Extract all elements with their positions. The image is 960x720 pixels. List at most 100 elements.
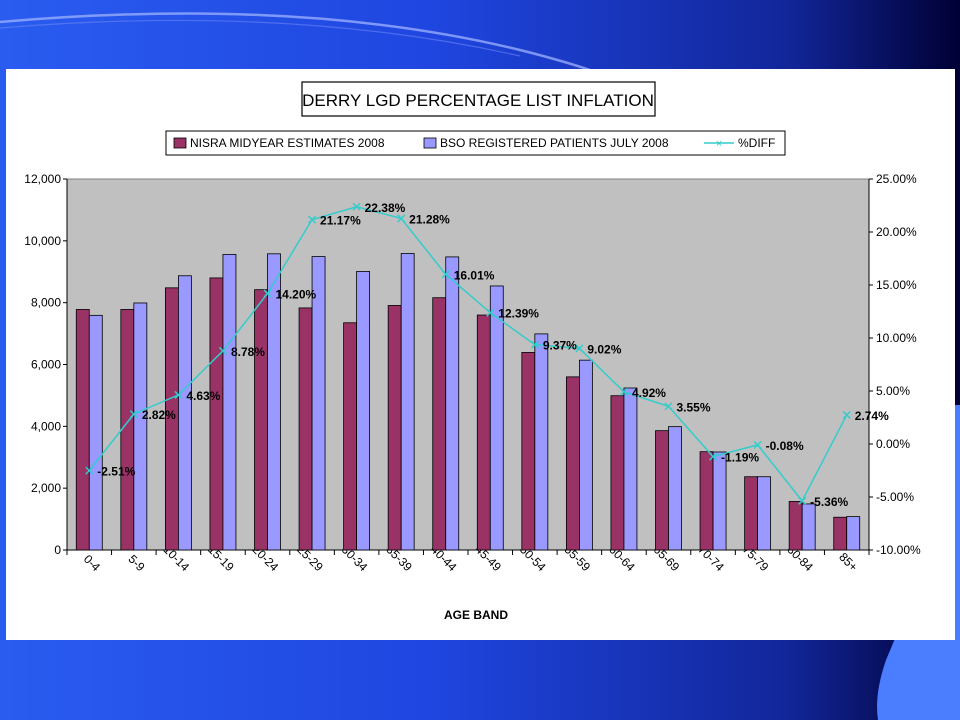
diff-marker <box>397 214 406 223</box>
diff-marker <box>218 346 227 355</box>
y-tick-label-right: 25.00% <box>876 172 917 186</box>
diff-marker <box>619 387 628 396</box>
diff-marker <box>664 402 673 411</box>
bar-series <box>75 253 861 551</box>
diff-marker <box>486 308 495 317</box>
y-tick-label-right: 15.00% <box>876 278 917 292</box>
y-axis-left: 0 2,000 4,000 6,000 8,000 10,000 12,000 <box>24 172 68 557</box>
diff-data-label: 2.74% <box>855 409 889 423</box>
bar-nisra <box>120 309 135 551</box>
bar-bso <box>668 426 682 551</box>
bar-nisra <box>476 314 491 551</box>
bar-nisra <box>699 451 714 551</box>
legend-swatch-nisra <box>173 137 187 149</box>
diff-data-label: 21.28% <box>409 212 450 226</box>
diff-marker <box>753 440 762 449</box>
bar-bso <box>623 387 638 551</box>
diff-data-label: 21.17% <box>320 214 361 228</box>
diff-data-label: 9.02% <box>587 342 621 356</box>
diff-data-label: 22.38% <box>365 201 406 215</box>
y-tick-label-left: 10,000 <box>24 234 61 248</box>
diff-data-label: -1.19% <box>721 451 759 465</box>
diff-marker <box>263 289 272 298</box>
legend-swatch-bso <box>423 137 437 149</box>
bar-bso <box>578 359 593 551</box>
bar-nisra <box>75 309 90 551</box>
bar-bso <box>846 516 861 551</box>
diff-data-label: 4.92% <box>632 386 666 400</box>
diff-marker <box>530 340 539 349</box>
diff-data-label: 3.55% <box>677 400 711 414</box>
diff-marker <box>798 496 807 505</box>
bar-bso <box>489 285 504 551</box>
bar-nisra <box>565 376 580 551</box>
legend-label-diff: %DIFF <box>738 136 775 150</box>
x-axis-label: AGE BAND <box>444 608 508 622</box>
diff-data-label: 14.20% <box>276 287 317 301</box>
bar-bso <box>267 253 281 551</box>
y-tick-label-left: 6,000 <box>31 358 61 372</box>
legend-label-nisra: NISRA MIDYEAR ESTIMATES 2008 <box>190 136 385 150</box>
diff-data-label: 4.63% <box>186 389 220 403</box>
diff-data-label: 8.78% <box>231 345 265 359</box>
diff-line <box>88 205 848 503</box>
bar-bso <box>400 253 415 551</box>
bar-bso <box>222 254 237 551</box>
y-tick-label-left: 2,000 <box>31 481 61 495</box>
diff-line-series <box>85 202 851 505</box>
y-tick-label-right: 20.00% <box>876 225 917 239</box>
bar-nisra <box>788 501 803 551</box>
y-tick-label-right: -10.00% <box>876 543 921 557</box>
bar-nisra <box>254 289 268 551</box>
bar-bso <box>801 503 816 551</box>
bar-nisra <box>387 305 402 551</box>
legend: NISRA MIDYEAR ESTIMATES 2008 BSO REGISTE… <box>165 130 786 156</box>
title-box: DERRY LGD PERCENTAGE LIST INFLATION <box>301 81 656 117</box>
y-tick-label-right: 0.00% <box>876 437 910 451</box>
x-tick-label: 5-9 <box>125 552 147 574</box>
diff-marker <box>129 410 138 419</box>
diff-marker <box>709 452 718 461</box>
y-tick-label-right: 10.00% <box>876 331 917 345</box>
y-tick-label-right: 5.00% <box>876 384 910 398</box>
y-tick-label-right: -5.00% <box>876 490 914 504</box>
bar-nisra <box>833 516 848 551</box>
bar-nisra <box>521 352 536 551</box>
plot-area <box>66 178 870 551</box>
diff-data-label: 16.01% <box>454 268 495 282</box>
chart-title: DERRY LGD PERCENTAGE LIST INFLATION <box>302 91 654 110</box>
y-tick-label-left: 12,000 <box>24 172 61 186</box>
bar-bso <box>712 451 727 551</box>
diff-marker <box>308 215 317 224</box>
x-tick-label: 85+ <box>836 550 860 574</box>
bar-bso <box>356 271 371 551</box>
diff-marker <box>441 270 450 279</box>
bar-nisra <box>298 307 313 551</box>
x-tick-label: 0-4 <box>81 552 103 574</box>
bar-bso <box>311 256 326 551</box>
y-tick-label-left: 4,000 <box>31 419 61 433</box>
y-tick-label-left: 8,000 <box>31 296 61 310</box>
bar-nisra <box>655 430 669 551</box>
diff-data-labels: -2.51%2.82%4.63%8.78%14.20%21.17%22.38%2… <box>97 201 889 509</box>
bar-nisra <box>343 322 358 551</box>
diff-data-label: -0.08% <box>766 439 804 453</box>
bar-nisra <box>432 297 447 551</box>
y-tick-label-left: 0 <box>54 543 61 557</box>
diff-data-label: -5.36% <box>810 495 848 509</box>
diff-data-label: -2.51% <box>97 465 135 479</box>
bar-nisra <box>610 395 625 551</box>
bar-bso <box>133 302 148 551</box>
legend-label-bso: BSO REGISTERED PATIENTS JULY 2008 <box>440 136 669 150</box>
diff-marker <box>174 390 183 399</box>
bar-bso <box>534 333 549 551</box>
diff-data-label: 2.82% <box>142 408 176 422</box>
diff-data-label: 12.39% <box>498 307 539 321</box>
bar-nisra <box>209 277 224 551</box>
bar-bso <box>88 314 103 551</box>
y-axis-right: -10.00% -5.00% 0.00% 5.00% 10.00% 15.00% 20.00… <box>868 172 921 557</box>
diff-marker <box>352 202 361 211</box>
bar-bso <box>445 256 460 551</box>
bar-bso <box>177 275 192 551</box>
